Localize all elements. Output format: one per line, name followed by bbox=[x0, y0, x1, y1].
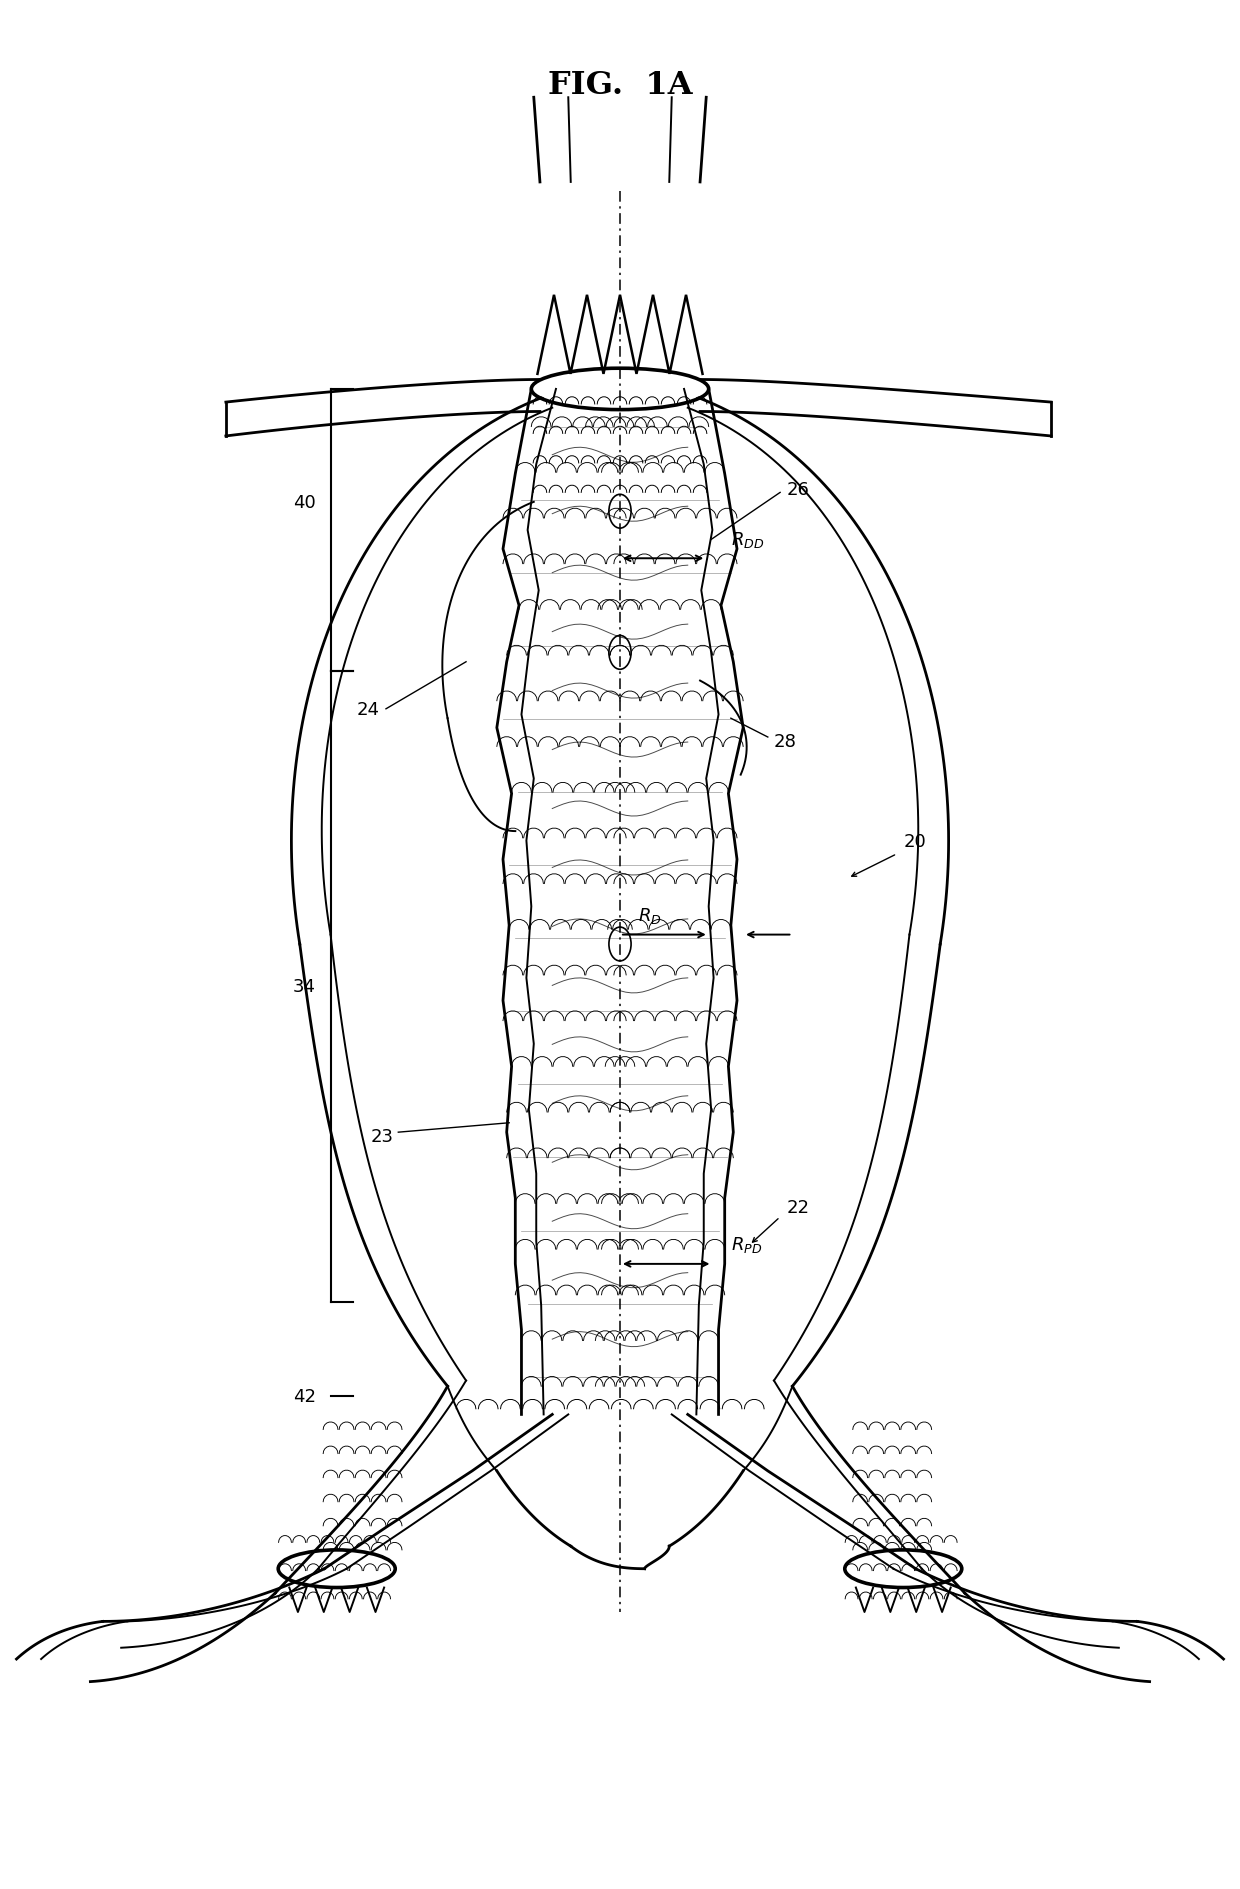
Text: 28: 28 bbox=[774, 733, 797, 750]
Text: 23: 23 bbox=[371, 1128, 393, 1145]
Text: 22: 22 bbox=[786, 1200, 810, 1217]
Text: 20: 20 bbox=[903, 831, 926, 850]
Text: $R_{PD}$: $R_{PD}$ bbox=[730, 1235, 763, 1254]
Text: $R_{DD}$: $R_{DD}$ bbox=[730, 529, 764, 550]
Text: $R_D$: $R_D$ bbox=[639, 905, 662, 926]
Text: 26: 26 bbox=[786, 480, 810, 499]
Text: FIG.  1A: FIG. 1A bbox=[548, 70, 692, 100]
Text: 24: 24 bbox=[357, 701, 379, 718]
Text: 40: 40 bbox=[293, 493, 316, 512]
Text: 34: 34 bbox=[293, 979, 316, 996]
Text: 42: 42 bbox=[293, 1387, 316, 1405]
